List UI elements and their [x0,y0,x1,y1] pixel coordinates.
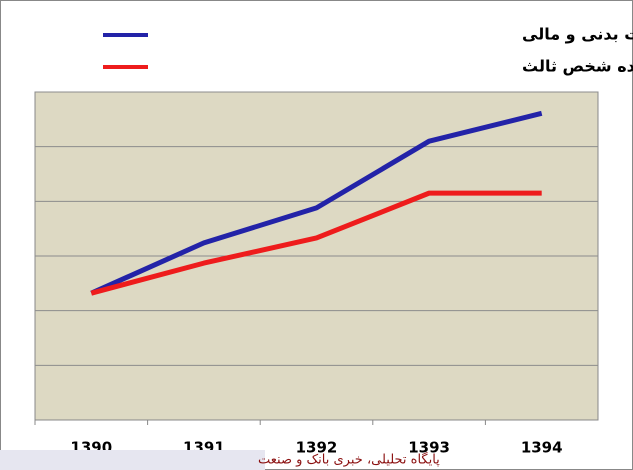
x-tick-label: 1392 [296,439,338,457]
x-tick-label: 1394 [521,439,563,457]
series-line [90,190,542,296]
legend-label: حق بیمه تعیین‌شده شخص ثالث [522,57,633,76]
legend-label: حق بیمه شخص ثالث متناسب با تغییرات تعهدا… [522,25,633,44]
watermark: پایگاه تحلیلی، خبری بانک و صنعت [258,452,440,468]
watermark-bg [0,450,265,470]
x-tick-label: 1393 [408,439,450,457]
series-line [90,110,543,296]
